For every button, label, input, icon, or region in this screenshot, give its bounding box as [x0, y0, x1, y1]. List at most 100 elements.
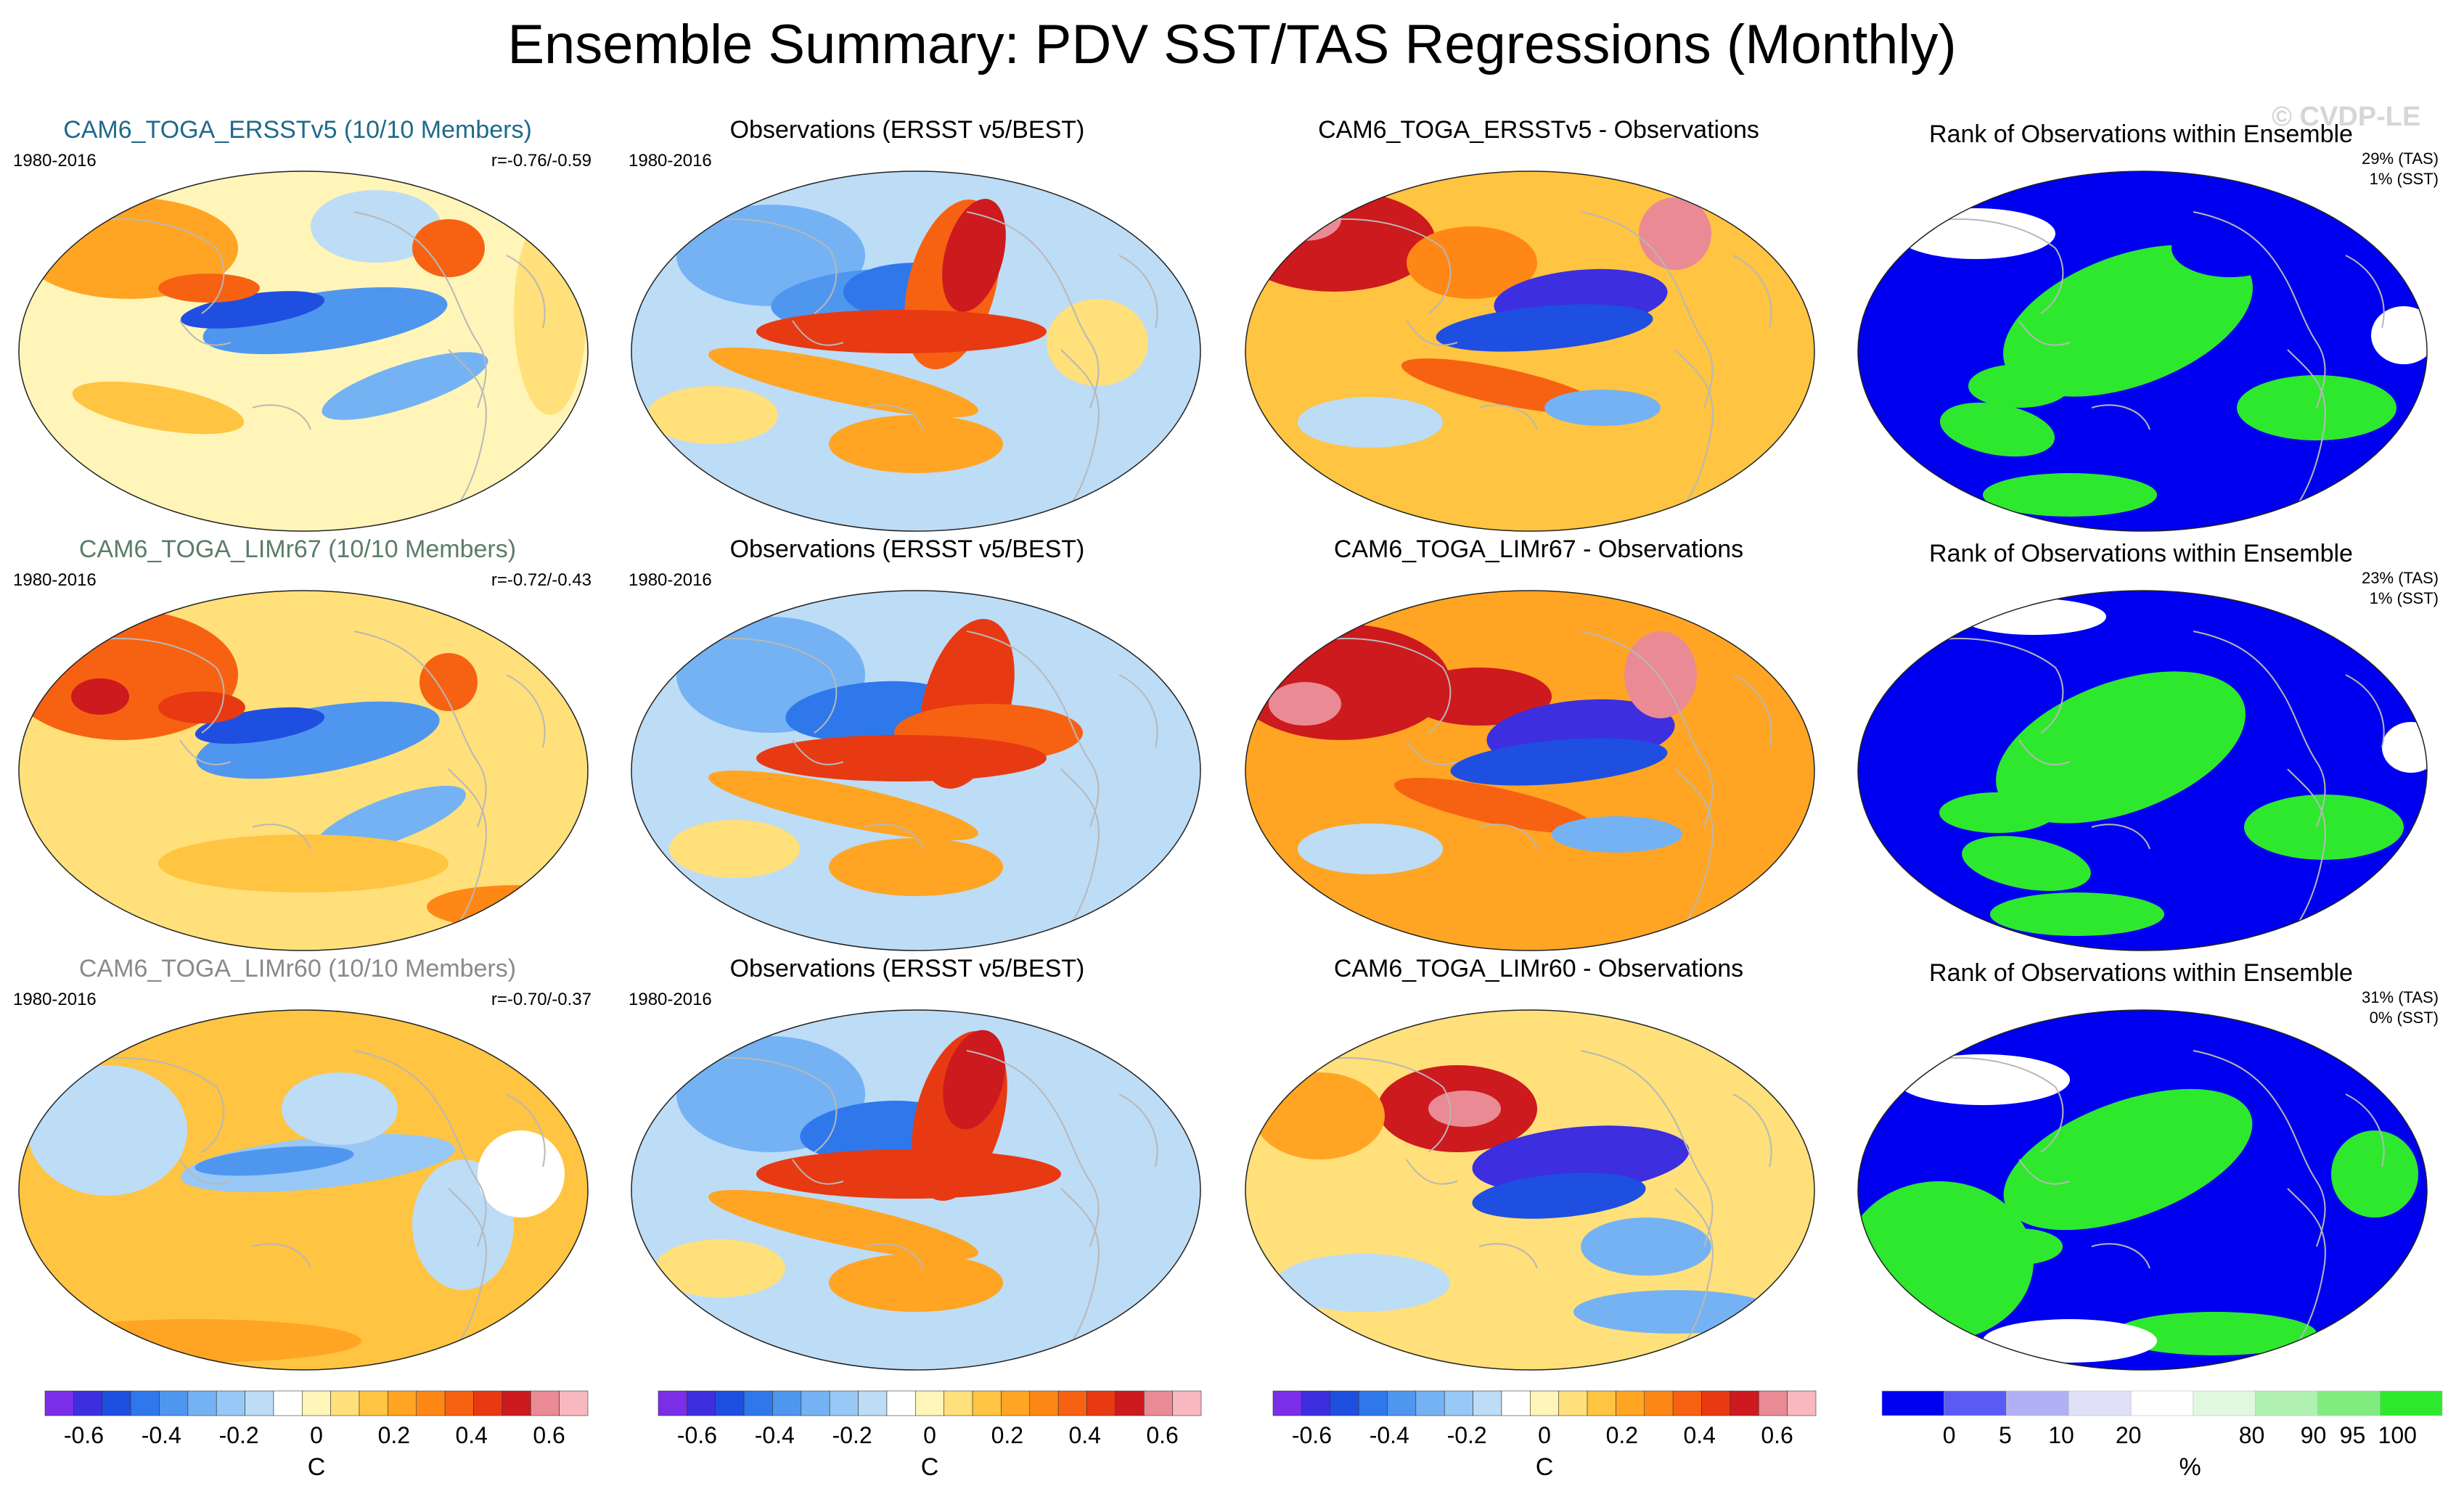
- colorbar-swatch: [2068, 1390, 2132, 1416]
- coastline: [448, 1188, 487, 1356]
- rank-tas: 31% (TAS): [2362, 988, 2439, 1006]
- anomaly-contour: [1298, 824, 1443, 874]
- colorbar-swatch: [444, 1390, 474, 1416]
- coastline: [1118, 255, 1158, 329]
- coastline: [864, 404, 924, 430]
- colorbar-swatch: [2130, 1390, 2194, 1416]
- colorbar-tick-label: 0.4: [1683, 1422, 1715, 1448]
- anomaly-contour: [1624, 631, 1697, 718]
- colorbar-units-label: C: [308, 1453, 326, 1481]
- obs-panel-title: Observations (ERSST v5/BEST): [729, 535, 1085, 563]
- colorbar-swatch: [1387, 1390, 1417, 1416]
- colorbar-swatch: [559, 1390, 589, 1416]
- colorbar-tick-label: -0.4: [755, 1422, 795, 1448]
- anomaly-contour: [943, 1030, 1005, 1130]
- colorbar-tick-label: 0: [923, 1422, 936, 1448]
- coastline: [1478, 824, 1538, 850]
- colorbar-units-label: C: [921, 1453, 939, 1481]
- colorbar-tick-label: -0.6: [1292, 1422, 1332, 1448]
- anomaly-contour: [28, 1065, 187, 1196]
- anomaly-contour: [2172, 219, 2288, 277]
- coastline: [353, 1050, 487, 1247]
- model-panel-title: CAM6_TOGA_LIMr67 (10/10 Members): [78, 535, 517, 563]
- coastline: [506, 1093, 546, 1167]
- colorbar-swatch: [1530, 1390, 1559, 1416]
- anomaly-contour: [1472, 1173, 1646, 1219]
- anomaly-contour: [1393, 777, 1594, 834]
- coastline: [792, 320, 844, 346]
- colorbar-swatch: [2255, 1390, 2318, 1416]
- model-panel-title: CAM6_TOGA_LIMr60 (10/10 Members): [78, 955, 517, 982]
- colorbar-swatch: [1358, 1390, 1388, 1416]
- colorbar-tick-label: 0: [310, 1422, 323, 1448]
- watermark: © CVDP-LE: [2272, 102, 2421, 132]
- coastline: [1732, 255, 1772, 329]
- colorbar-tick-label: -0.4: [142, 1422, 181, 1448]
- colorbar-units-label: %: [2179, 1453, 2201, 1481]
- map-frame: [1245, 171, 1815, 532]
- anomaly-contour: [1896, 1054, 2070, 1105]
- coastline: [506, 674, 546, 748]
- model-period: 1980-2016: [13, 151, 97, 171]
- coastline: [1406, 1159, 1458, 1185]
- coastline: [179, 1159, 232, 1185]
- anomaly-contour: [1544, 390, 1661, 426]
- anomaly-contour: [1407, 668, 1552, 726]
- coastline: [966, 1050, 1100, 1247]
- colorbar-swatch: [715, 1390, 745, 1416]
- coastline: [2091, 824, 2150, 850]
- anomaly-contour: [1436, 304, 1653, 352]
- map-frame: [1857, 590, 2428, 951]
- anomaly-contour: [1990, 892, 2164, 936]
- coastline: [2193, 211, 2326, 409]
- colorbar-swatch: [1272, 1390, 1302, 1416]
- model-map: [18, 171, 589, 532]
- coastline: [2193, 631, 2326, 828]
- anomaly-contour: [1939, 792, 2055, 833]
- colorbar-tick-label: 20: [2116, 1422, 2142, 1448]
- anomaly-contour: [1450, 738, 1668, 786]
- colorbar-swatch: [1029, 1390, 1059, 1416]
- diff-map: [1245, 171, 1815, 532]
- coastline: [1478, 404, 1538, 430]
- map-frame: [18, 1009, 589, 1371]
- colorbar-units-label: C: [1536, 1453, 1554, 1481]
- coastline: [2287, 768, 2326, 937]
- colorbar-tick-label: 0.2: [991, 1422, 1023, 1448]
- coastline: [1732, 674, 1772, 748]
- coastline: [1580, 631, 1714, 828]
- colorbar-swatch: [1057, 1390, 1087, 1416]
- anomaly-contour: [1968, 364, 2070, 408]
- colorbar-tick-label: 0.2: [1606, 1422, 1638, 1448]
- anomaly-contour: [514, 212, 586, 415]
- anomaly-contour: [2003, 245, 2253, 397]
- rank-panel-title: Rank of Observations within Ensemble: [1929, 540, 2353, 567]
- anomaly-contour: [1552, 816, 1682, 853]
- colorbar-swatch: [1881, 1390, 1945, 1416]
- anomaly-contour: [756, 735, 1047, 781]
- anomaly-contour: [1996, 671, 2246, 824]
- coastline: [252, 404, 311, 430]
- diff-map: [1245, 590, 1815, 951]
- colorbar-tick-label: 95: [2340, 1422, 2366, 1448]
- colorbar-swatch: [2006, 1390, 2069, 1416]
- model-period: 1980-2016: [13, 990, 97, 1009]
- anomaly-contour: [72, 381, 245, 435]
- colorbar-tick-label: 5: [1999, 1422, 2012, 1448]
- colorbar-swatch: [1758, 1390, 1788, 1416]
- anomaly-contour: [2371, 306, 2427, 364]
- colorbar-swatch: [388, 1390, 417, 1416]
- coastline: [1118, 1093, 1158, 1167]
- anomaly-contour: [708, 1189, 978, 1260]
- anomaly-contour: [829, 1254, 1003, 1312]
- rank-panel-title: Rank of Observations within Ensemble: [1929, 120, 2353, 148]
- coastline: [252, 1243, 311, 1269]
- anomaly-contour: [195, 1146, 354, 1176]
- rank-map: [1857, 1009, 2428, 1371]
- colorbar-swatch: [44, 1390, 74, 1416]
- colorbar-tick-label: 90: [2301, 1422, 2327, 1448]
- colorbar-tick-label: 0.6: [1761, 1422, 1793, 1448]
- anomaly-contour: [2382, 722, 2427, 773]
- anomaly-contour: [2113, 1312, 2317, 1355]
- anomaly-contour: [942, 199, 1006, 312]
